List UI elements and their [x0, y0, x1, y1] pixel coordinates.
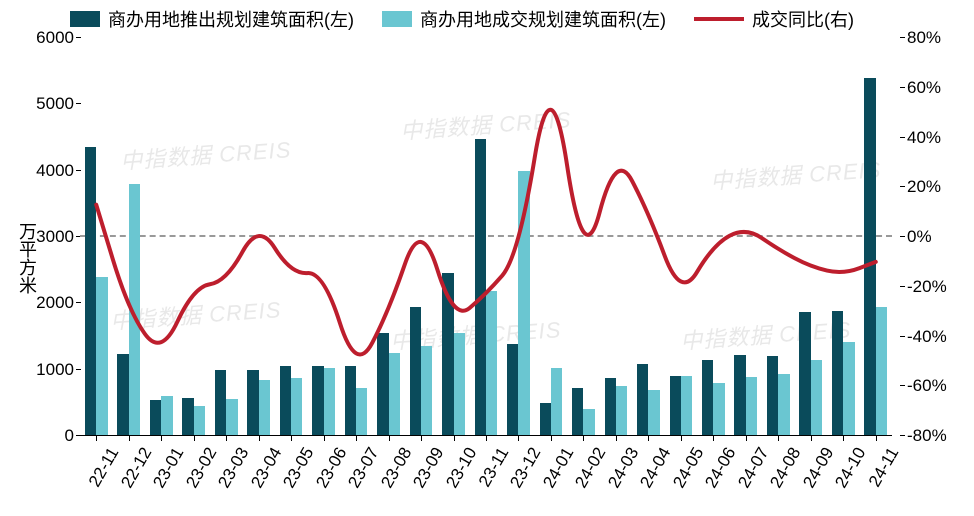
bar-series1: [247, 370, 258, 436]
bar-series1: [832, 311, 843, 436]
legend: 商办用地推出规划建筑面积(左) 商办用地成交规划建筑面积(左) 成交同比(右): [70, 6, 954, 32]
y-right-tick: 40%: [907, 128, 947, 148]
bar-series1: [605, 378, 616, 436]
bar-series2: [746, 377, 757, 436]
legend-item-series2: 商办用地成交规划建筑面积(左): [382, 6, 666, 32]
bar-series1: [702, 360, 713, 436]
bar-series2: [551, 368, 562, 436]
y-right-tick: 0%: [907, 227, 947, 247]
y-left-tick: 0: [34, 426, 74, 446]
bar-series2: [876, 307, 887, 436]
bar-series2: [518, 171, 529, 436]
bar-series2: [259, 380, 270, 436]
bar-series2: [389, 353, 400, 436]
y-right-tick: -40%: [907, 327, 947, 347]
bar-series2: [226, 399, 237, 436]
y-right-tick: 20%: [907, 177, 947, 197]
y-left-tick: 5000: [34, 94, 74, 114]
y-right-tick: -80%: [907, 426, 947, 446]
bar-series2: [454, 333, 465, 436]
bar-series1: [637, 364, 648, 436]
bar-series1: [864, 78, 875, 436]
legend-line-series3: [694, 17, 744, 21]
legend-label-series1: 商办用地推出规划建筑面积(左): [108, 6, 354, 32]
bar-series2: [356, 388, 367, 436]
bar-series2: [161, 396, 172, 436]
bar-series2: [291, 378, 302, 436]
bar-series1: [507, 344, 518, 436]
y-axis-left-ticks: 0100020003000400050006000: [34, 38, 74, 436]
bar-series1: [410, 307, 421, 436]
bar-series2: [843, 342, 854, 436]
bar-series2: [324, 368, 335, 436]
legend-swatch-series2: [382, 11, 412, 27]
bar-series1: [540, 403, 551, 436]
y-right-tick: 80%: [907, 28, 947, 48]
chart-container: 商办用地推出规划建筑面积(左) 商办用地成交规划建筑面积(左) 成交同比(右) …: [0, 0, 974, 516]
bar-series1: [670, 376, 681, 436]
bars-layer: [80, 38, 892, 436]
bar-series2: [96, 277, 107, 436]
bar-series2: [486, 291, 497, 436]
bar-series2: [421, 346, 432, 436]
y-right-tick: -60%: [907, 376, 947, 396]
bar-series1: [767, 356, 778, 436]
bar-series1: [215, 370, 226, 436]
bar-series1: [117, 354, 128, 436]
bar-series2: [713, 383, 724, 436]
y-left-tick: 1000: [34, 360, 74, 380]
legend-item-series1: 商办用地推出规划建筑面积(左): [70, 6, 354, 32]
y-right-tick: -20%: [907, 277, 947, 297]
bar-series2: [583, 409, 594, 436]
bar-series1: [85, 147, 96, 436]
plot-area: 中指数据 CREIS 中指数据 CREIS 中指数据 CREIS 中指数据 CR…: [80, 38, 892, 436]
bar-series1: [572, 388, 583, 436]
bar-series2: [129, 184, 140, 436]
bar-series1: [799, 312, 810, 436]
bar-series1: [442, 273, 453, 436]
bar-series1: [280, 366, 291, 436]
bar-series2: [648, 390, 659, 436]
y-axis-right-ticks: -80%-60%-40%-20%0%20%40%60%80%: [907, 38, 947, 436]
bar-series2: [616, 386, 627, 436]
legend-item-series3: 成交同比(右): [694, 6, 854, 32]
bar-series1: [150, 400, 161, 436]
y-left-tick: 3000: [34, 227, 74, 247]
y-left-tick: 6000: [34, 28, 74, 48]
bar-series1: [377, 333, 388, 436]
bar-series2: [778, 374, 789, 436]
bar-series1: [345, 366, 356, 436]
bar-series2: [194, 406, 205, 436]
bar-series1: [734, 355, 745, 436]
bar-series1: [182, 398, 193, 436]
y-left-tick: 2000: [34, 293, 74, 313]
x-axis-line: [80, 435, 892, 436]
bar-series1: [475, 139, 486, 436]
bar-series2: [811, 360, 822, 436]
legend-label-series3: 成交同比(右): [752, 6, 854, 32]
legend-swatch-series1: [70, 11, 100, 27]
bar-series1: [312, 366, 323, 436]
y-right-tick: 60%: [907, 78, 947, 98]
y-left-tick: 4000: [34, 161, 74, 181]
legend-label-series2: 商办用地成交规划建筑面积(左): [420, 6, 666, 32]
bar-series2: [681, 376, 692, 436]
